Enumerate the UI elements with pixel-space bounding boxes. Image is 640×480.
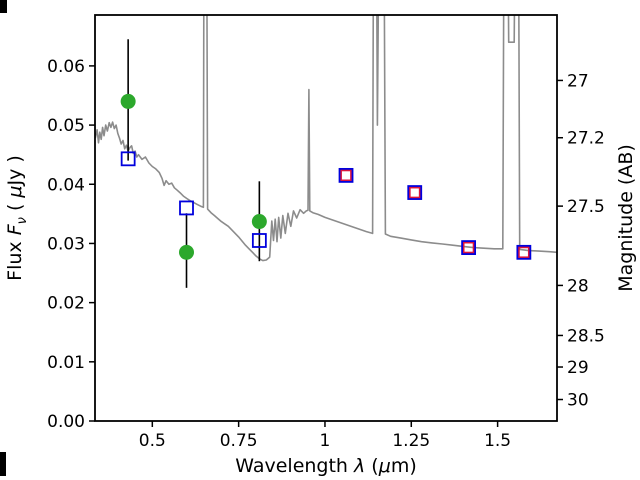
y-axis-label-left: Flux Fν ( μJy ) xyxy=(4,155,30,281)
y-tick-label-right: 28 xyxy=(567,276,589,296)
y-axis-label-right: Magnitude (AB) xyxy=(615,144,637,292)
crop-artifact-top-left xyxy=(0,0,7,13)
xlabel-text: Wavelength xyxy=(235,455,355,477)
nu-subscript: ν xyxy=(14,217,30,225)
model-point-red xyxy=(408,186,421,199)
observed-point xyxy=(179,244,195,260)
y-tick-label-right: 27 xyxy=(567,71,589,91)
model-point-red xyxy=(340,169,352,182)
model-point-blue xyxy=(516,244,532,260)
spectrum-line xyxy=(95,15,557,262)
model-point-blue xyxy=(120,151,136,167)
x-axis-label: Wavelength λ (μm) xyxy=(235,455,417,477)
model-point-blue xyxy=(251,233,267,248)
y-tick-label-left: 0.04 xyxy=(47,175,85,195)
crop-artifact-bottom-left xyxy=(0,452,6,476)
y-tick-label-right: 27.5 xyxy=(567,197,605,217)
mu-symbol: μ xyxy=(4,185,27,198)
axes-frame xyxy=(94,14,558,422)
y-tick-label-right: 27.2 xyxy=(567,129,605,149)
lambda-symbol: λ xyxy=(354,455,366,477)
mu-symbol: μ xyxy=(378,455,391,477)
flux-symbol: F xyxy=(4,224,27,236)
y-tick-label-left: 0.03 xyxy=(47,234,85,254)
y-tick-label-right: 28.5 xyxy=(567,326,605,346)
x-tick-label: 0.5 xyxy=(139,431,166,451)
y-tick-label-left: 0.05 xyxy=(47,116,85,136)
y-tick-label-right: 30 xyxy=(567,391,589,411)
model-point-blue xyxy=(179,200,194,216)
y-tick-label-left: 0.06 xyxy=(47,57,85,77)
x-tick-label: 1 xyxy=(320,431,331,451)
y-tick-label-left: 0.01 xyxy=(47,353,85,373)
plot-area xyxy=(95,15,557,288)
observed-point xyxy=(251,214,267,230)
y-tick-label-left: 0.02 xyxy=(47,294,85,314)
observed-point xyxy=(120,93,136,109)
y-tick-label-right: 29 xyxy=(567,358,589,378)
x-tick-label: 1.5 xyxy=(484,431,511,451)
model-point-blue xyxy=(407,185,423,200)
model-point-red xyxy=(462,241,475,254)
x-tick-label: 1.25 xyxy=(392,431,430,451)
model-point-blue xyxy=(338,167,354,183)
x-tick-label: 0.75 xyxy=(220,431,258,451)
model-point-blue xyxy=(461,240,477,255)
y-tick-label-left: 0.00 xyxy=(47,412,85,432)
model-point-red xyxy=(517,246,530,259)
